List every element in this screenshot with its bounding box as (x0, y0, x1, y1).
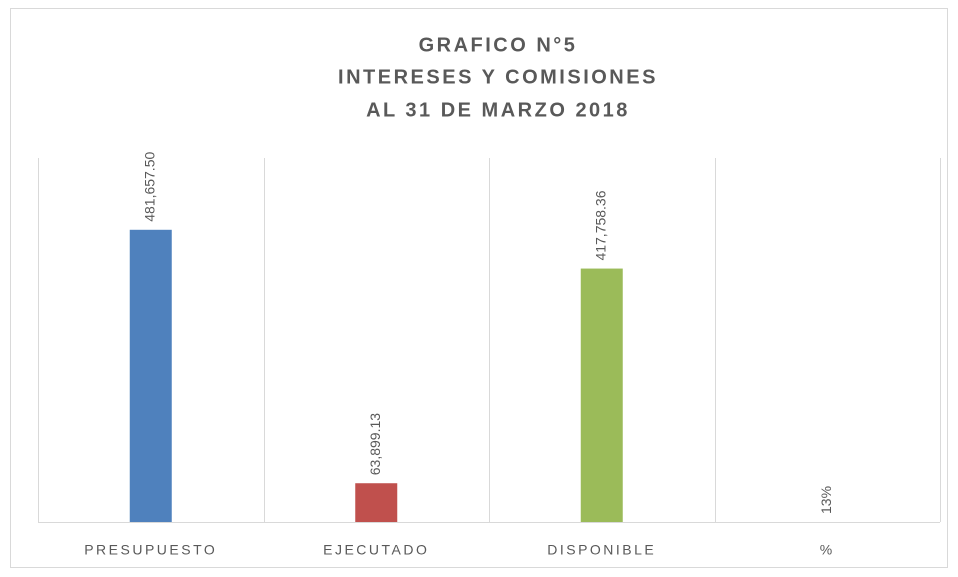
data-label: 63,899.13 (367, 413, 383, 475)
data-label: 417,758.36 (592, 190, 608, 260)
x-tick-label: PRESUPUESTO (84, 542, 217, 558)
x-tick-label: % (820, 542, 835, 558)
data-label: 13% (818, 486, 834, 514)
bar (129, 229, 172, 523)
chart-title: AL 31 DE MARZO 2018 (366, 99, 630, 121)
x-tick-label: EJECUTADO (323, 542, 429, 558)
bar (580, 268, 623, 522)
x-tick-label: DISPONIBLE (547, 542, 656, 558)
data-label: 481,657.50 (141, 152, 157, 222)
chart-title: INTERESES Y COMISIONES (338, 66, 658, 88)
chart-title: GRAFICO N°5 (419, 34, 578, 56)
bar (355, 483, 398, 522)
